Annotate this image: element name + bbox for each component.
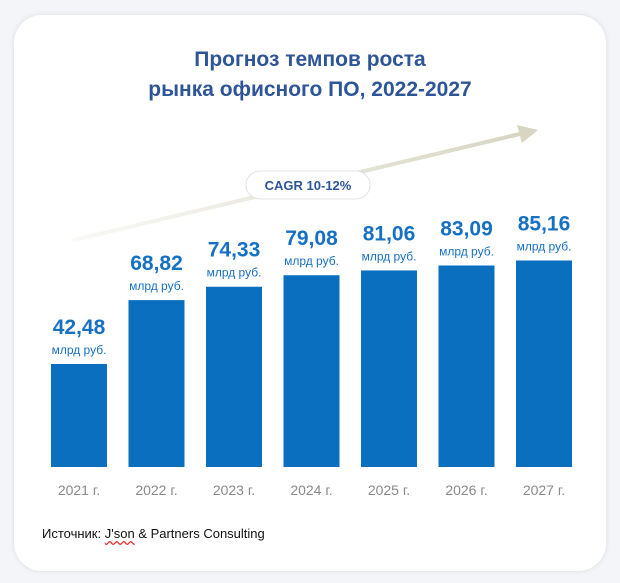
- source-brand: J'son: [104, 526, 135, 541]
- cagr-label: CAGR 10-12%: [265, 178, 352, 193]
- bar-value-label: 79,08: [285, 227, 338, 250]
- x-tick-label: 2027 г.: [523, 482, 565, 498]
- bar: [438, 265, 495, 467]
- bar-unit-label: млрд руб.: [129, 279, 184, 293]
- source-rest: & Partners Consulting: [134, 526, 265, 541]
- x-tick-label: 2023 г.: [213, 482, 255, 498]
- bar: [206, 286, 262, 467]
- chart-title: Прогноз темпов роста рынка офисного ПО, …: [0, 45, 620, 105]
- bar: [51, 363, 107, 467]
- x-tick-label: 2021 г.: [58, 482, 100, 498]
- bar: [361, 270, 417, 467]
- x-tick-label: 2025 г.: [368, 482, 410, 498]
- bar-unit-label: млрд руб.: [439, 245, 494, 259]
- bar-value-label: 74,33: [208, 239, 261, 262]
- bar-unit-label: млрд руб.: [284, 254, 339, 268]
- bar: [283, 275, 340, 467]
- bar-value-label: 85,16: [518, 212, 571, 235]
- bar: [516, 260, 572, 467]
- bar: [128, 300, 185, 467]
- x-tick-label: 2022 г.: [135, 482, 177, 498]
- bar-unit-label: млрд руб.: [52, 343, 107, 357]
- bar-unit-label: млрд руб.: [207, 266, 262, 280]
- title-line-1: Прогноз темпов роста: [194, 48, 426, 71]
- bar-unit-label: млрд руб.: [362, 249, 417, 263]
- bar-unit-label: млрд руб.: [517, 239, 572, 253]
- x-tick-label: 2024 г.: [290, 482, 332, 498]
- source-prefix: Источник:: [42, 526, 105, 541]
- bar-value-label: 42,48: [53, 316, 106, 339]
- trend-arrow-head: [517, 125, 538, 143]
- source-note: Источник: J'son & Partners Consulting: [42, 526, 265, 541]
- cagr-badge: [245, 170, 371, 200]
- title-line-2: рынка офисного ПО, 2022-2027: [148, 78, 472, 101]
- bar-value-label: 83,09: [440, 218, 493, 241]
- bar-value-label: 68,82: [130, 252, 183, 275]
- x-tick-label: 2026 г.: [445, 482, 487, 498]
- bar-value-label: 81,06: [363, 222, 416, 245]
